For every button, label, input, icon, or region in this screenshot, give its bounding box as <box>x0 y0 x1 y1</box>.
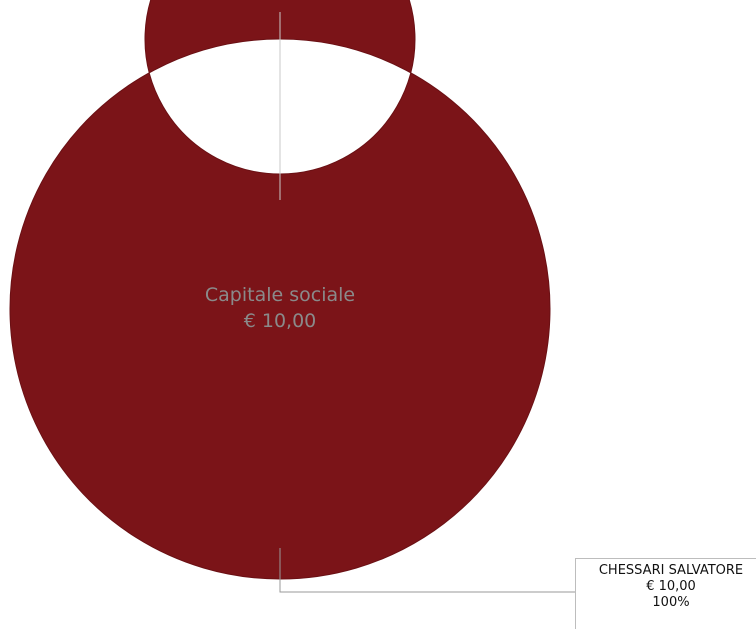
slice-label-box: CHESSARI SALVATORE € 10,00 100% <box>575 558 756 629</box>
slice-label-amount: € 10,00 <box>646 579 696 594</box>
donut-slices <box>9 0 551 580</box>
leader-line <box>279 548 575 593</box>
slice-label-name: CHESSARI SALVATORE <box>598 563 744 578</box>
center-title: Capitale sociale <box>204 284 356 306</box>
donut-slice <box>9 0 551 580</box>
slice-label-percent: 100% <box>652 595 690 610</box>
center-total: € 10,00 <box>243 310 317 332</box>
